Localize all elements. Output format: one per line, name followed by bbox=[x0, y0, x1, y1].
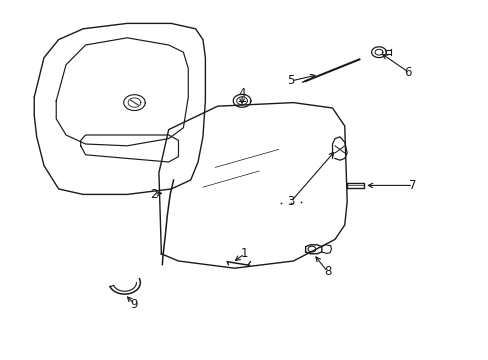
Text: 8: 8 bbox=[323, 265, 331, 278]
Text: 5: 5 bbox=[286, 75, 294, 87]
Text: 7: 7 bbox=[408, 179, 416, 192]
Text: 1: 1 bbox=[240, 247, 248, 260]
Text: 4: 4 bbox=[238, 87, 245, 100]
Text: 6: 6 bbox=[404, 66, 411, 78]
Text: 3: 3 bbox=[286, 195, 294, 208]
Text: 9: 9 bbox=[130, 298, 138, 311]
Text: 2: 2 bbox=[150, 188, 158, 201]
